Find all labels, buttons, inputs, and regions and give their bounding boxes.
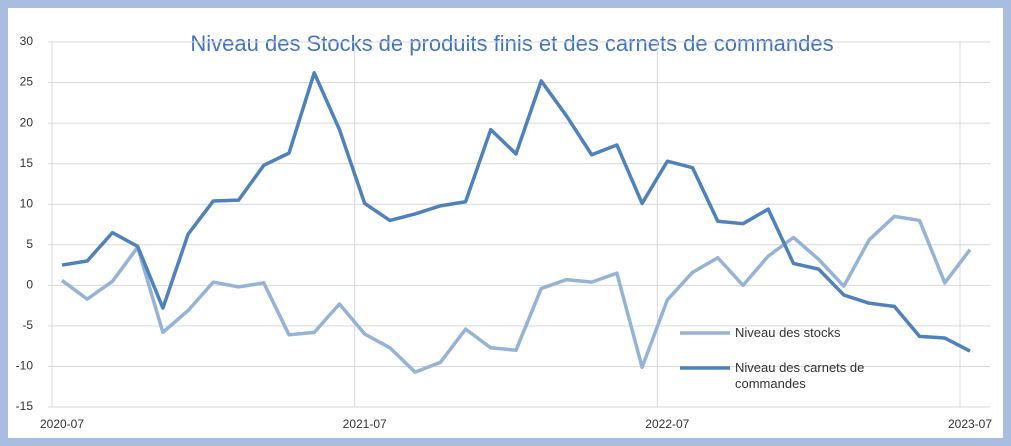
- y-tick-label: 30: [20, 34, 34, 48]
- chart-title: Niveau des Stocks de produits finis et d…: [190, 31, 833, 56]
- x-tick-label: 2020-07: [40, 417, 84, 431]
- y-tick-label: -5: [22, 318, 33, 332]
- y-tick-label: 15: [20, 156, 34, 170]
- y-tick-label: 10: [20, 196, 34, 210]
- y-tick-label: 0: [26, 278, 33, 292]
- y-tick-label: 25: [20, 75, 34, 89]
- y-tick-label: -10: [16, 359, 34, 373]
- y-tick-label: -15: [16, 399, 34, 413]
- legend-label: Niveau des stocks: [735, 325, 841, 340]
- y-tick-label: 5: [26, 237, 33, 251]
- series-line: [61, 71, 971, 353]
- legend-label: Niveau des carnets de commandes: [735, 360, 865, 391]
- x-tick-label: 2022-07: [645, 417, 689, 431]
- x-tick-label: 2021-07: [343, 417, 387, 431]
- series-line: [60, 214, 972, 374]
- x-tick-label: 2023-07: [948, 417, 992, 431]
- y-tick-label: 20: [20, 115, 34, 129]
